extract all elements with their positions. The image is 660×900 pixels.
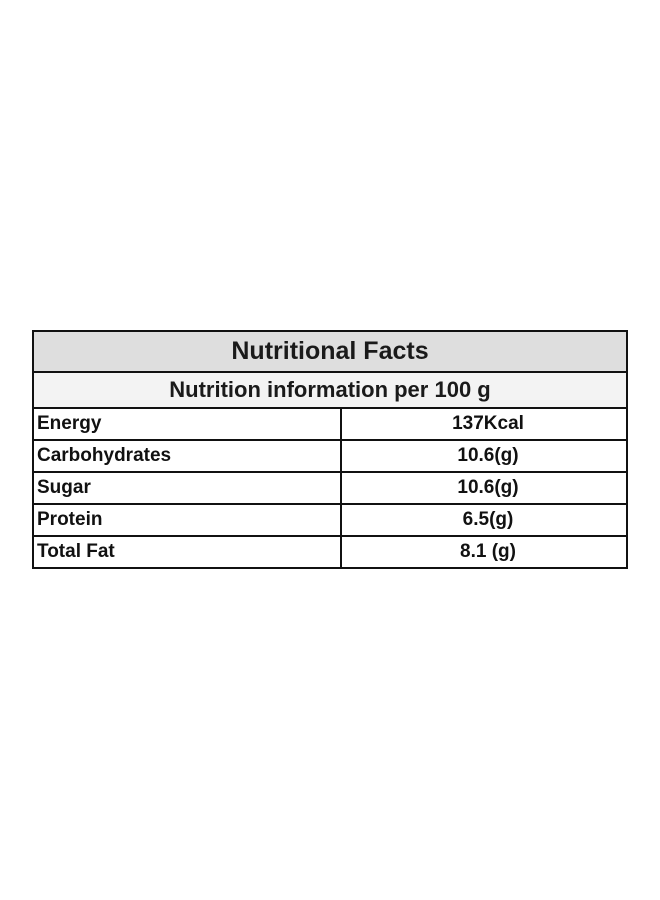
nutrition-table: Nutritional Facts Nutrition information …: [32, 330, 628, 569]
nutrient-name: Protein: [34, 505, 342, 535]
nutrient-amount: 8.1 (g): [460, 541, 516, 562]
table-title: Nutritional Facts: [34, 332, 626, 373]
table-row: Protein 6.5(g): [34, 505, 626, 537]
nutrient-amount: 137Kcal: [452, 413, 524, 434]
nutrient-name: Carbohydrates: [34, 441, 342, 471]
table-row: Total Fat 8.1 (g): [34, 537, 626, 567]
nutrient-name: Sugar: [34, 473, 342, 503]
nutrient-amount: 6.5(g): [462, 509, 514, 530]
table-row: Energy 137Kcal: [34, 409, 626, 441]
nutrient-amount: 10.6(g): [457, 477, 519, 498]
table-subtitle: Nutrition information per 100 g: [34, 373, 626, 409]
nutrient-name: Energy: [34, 409, 342, 439]
nutrient-name: Total Fat: [34, 537, 342, 567]
table-row: Carbohydrates 10.6(g): [34, 441, 626, 473]
table-row: Sugar 10.6(g): [34, 473, 626, 505]
nutrient-amount: 10.6(g): [457, 445, 519, 466]
